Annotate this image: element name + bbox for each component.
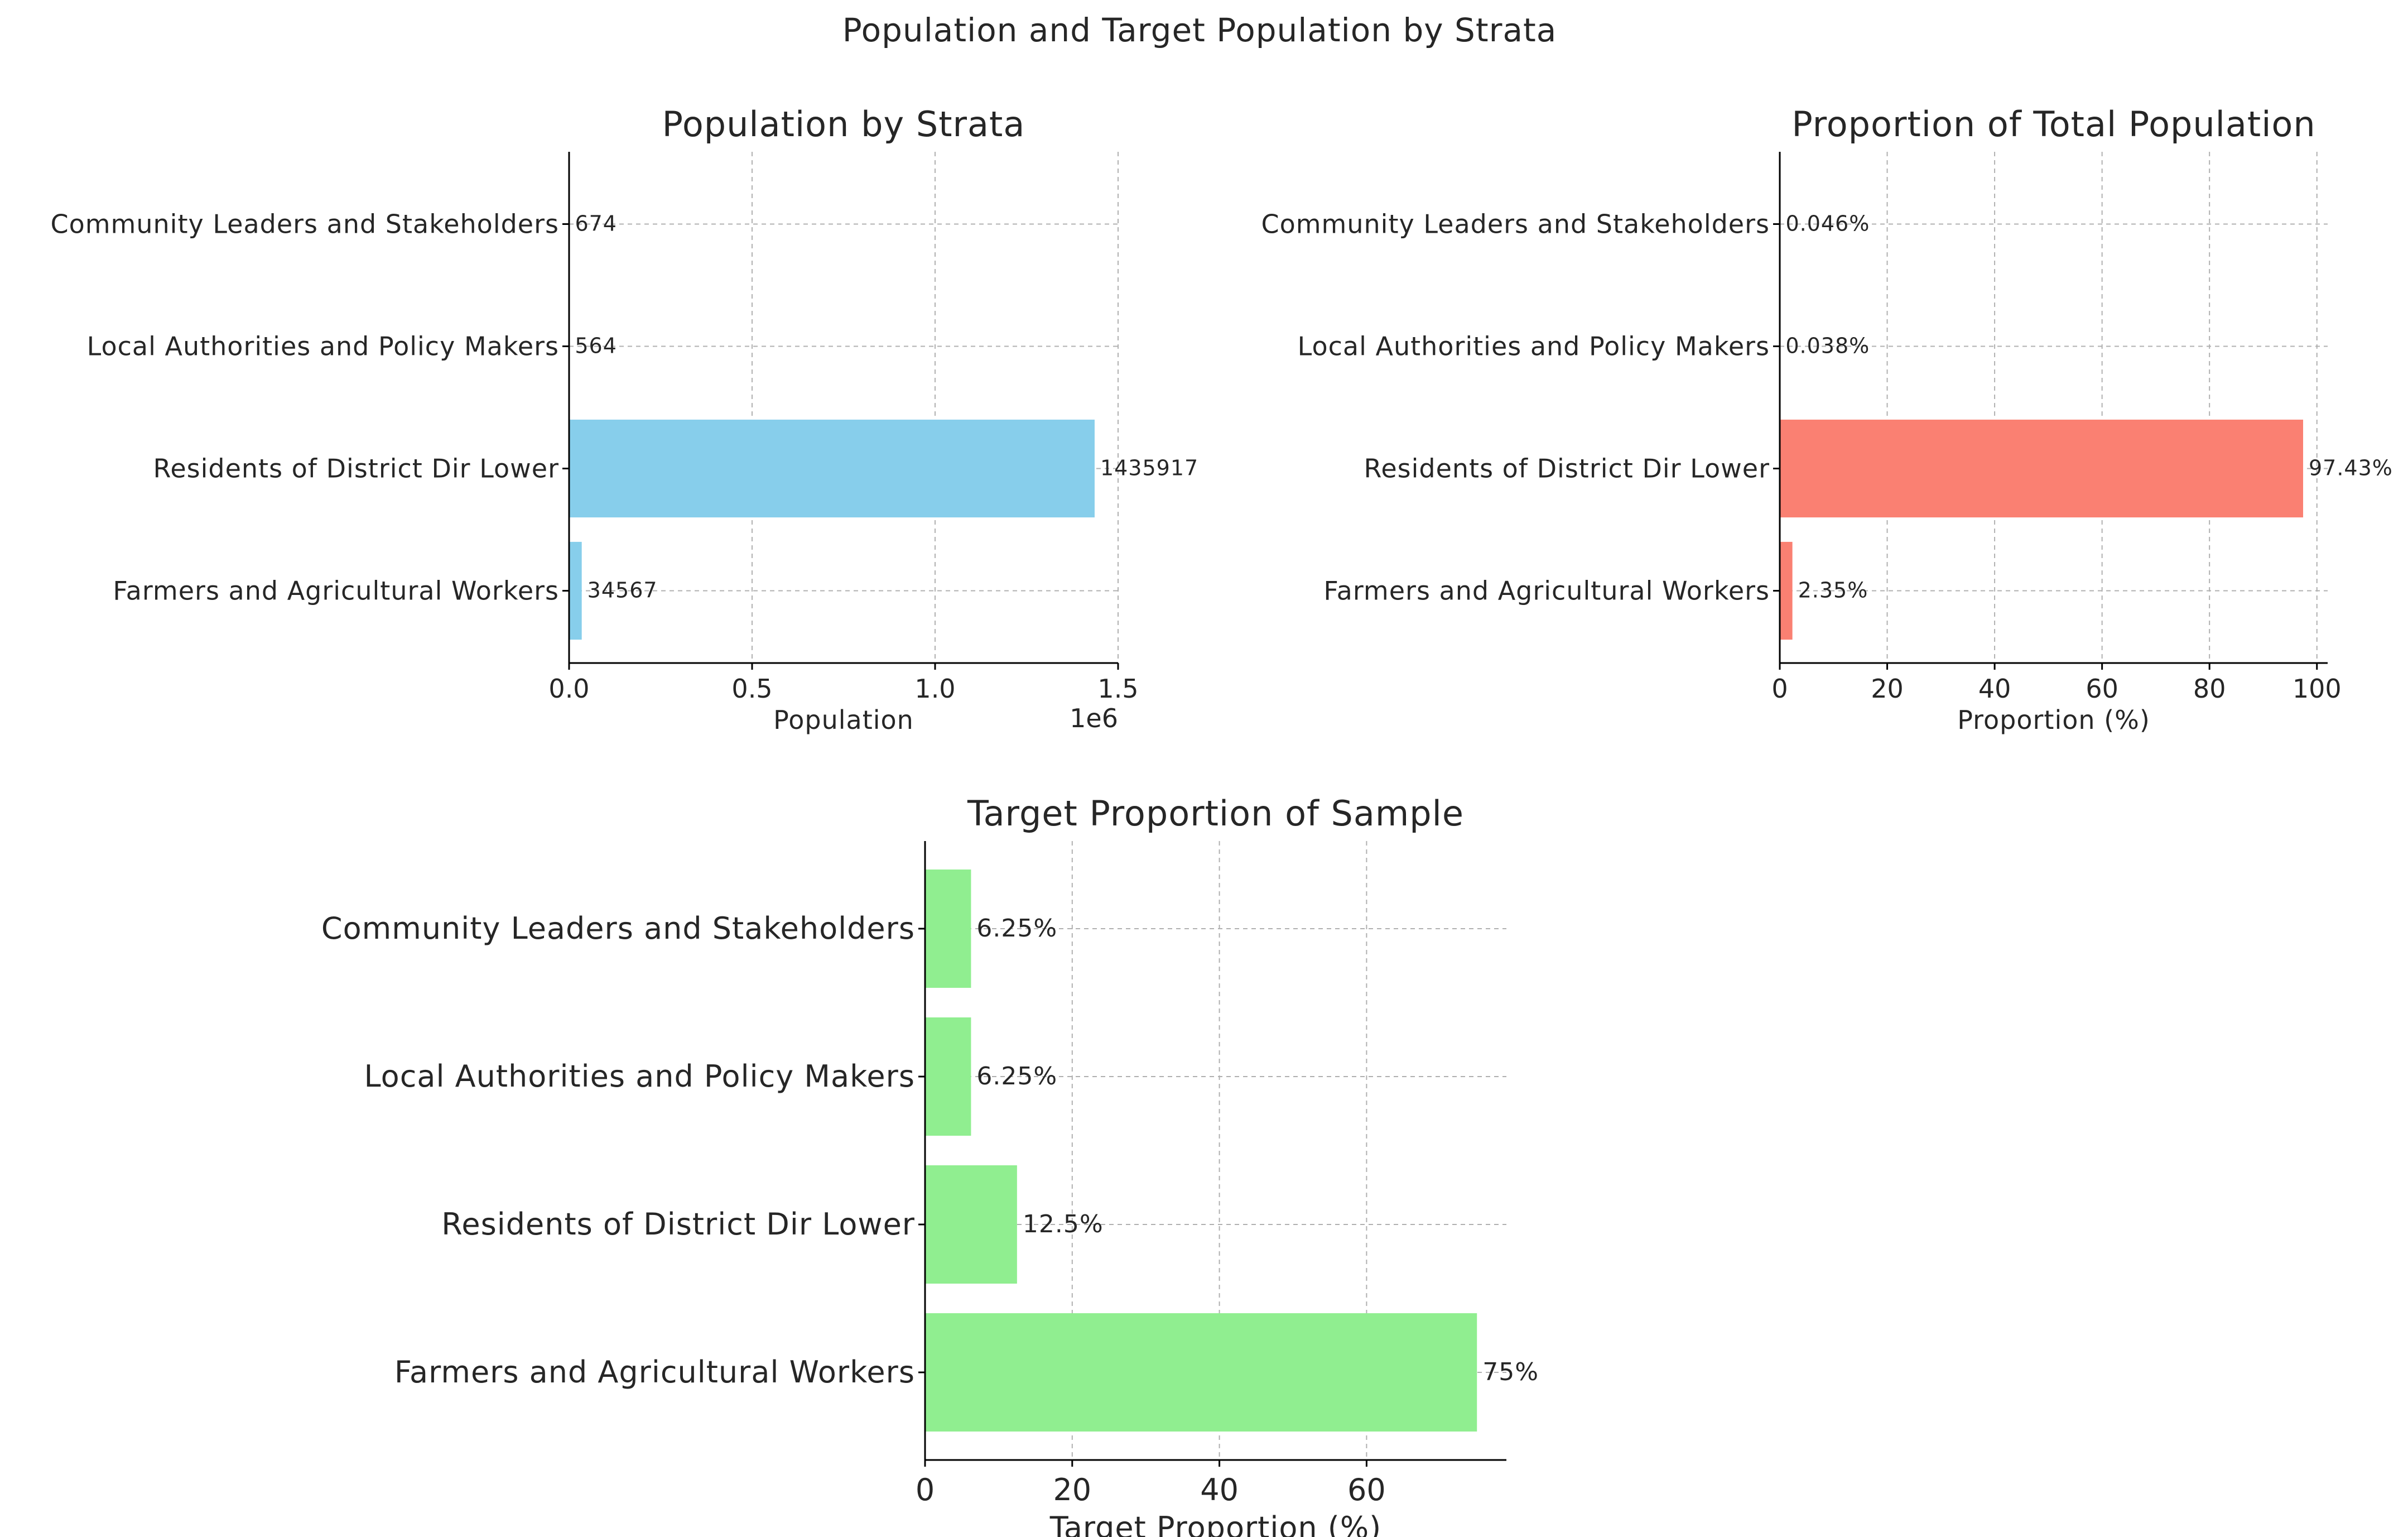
chart-target-proportion-of-sample: Farmers and Agricultural Workers Resident… (321, 793, 1539, 1537)
y-tick-label: Farmers and Agricultural Workers (394, 1355, 915, 1390)
bar-residents-of-district-dir-lower (569, 419, 1095, 518)
y-tick-label: Local Authorities and Policy Makers (87, 332, 559, 362)
x-tick-label: 0.0 (548, 674, 589, 704)
chart-title: Target Proportion of Sample (967, 793, 1464, 834)
x-tick-label: 1.5 (1097, 674, 1138, 704)
data-label: 0.046% (1785, 212, 1870, 236)
x-tick-label: 1.0 (914, 674, 955, 704)
y-tick-label: Local Authorities and Policy Makers (364, 1059, 915, 1094)
figure-suptitle: Population and Target Population by Stra… (842, 11, 1557, 49)
x-tick-label: 40 (1978, 674, 2011, 704)
data-label: 97.43% (2309, 456, 2393, 481)
x-tick-label: 80 (2193, 674, 2226, 704)
x-axis-label: Target Proportion (%) (1049, 1510, 1381, 1537)
x-tick-label: 0 (1771, 674, 1788, 704)
y-tick-label: Community Leaders and Stakeholders (50, 209, 559, 239)
data-label: 1435917 (1100, 456, 1198, 481)
bar-residents-of-district-dir-lower (925, 1165, 1017, 1284)
x-tick-label: 0 (916, 1472, 935, 1507)
bar-community-leaders-and-stakeholders (925, 870, 971, 988)
x-tick-label: 20 (1053, 1472, 1091, 1507)
data-label: 12.5% (1023, 1210, 1104, 1238)
data-label: 34567 (587, 578, 658, 603)
x-tick-label: 60 (2086, 674, 2118, 704)
bar-residents-of-district-dir-lower (1780, 419, 2304, 518)
y-tick-label: Community Leaders and Stakeholders (1261, 209, 1770, 239)
bar-farmers-and-agricultural-workers (569, 541, 582, 640)
x-axis-label: Population (773, 705, 914, 735)
chart-population-by-strata: Farmers and Agricultural Workers Resident… (50, 104, 1198, 735)
y-tick-label: Residents of District Dir Lower (153, 454, 559, 484)
y-tick-label: Residents of District Dir Lower (1364, 454, 1770, 484)
bar-farmers-and-agricultural-workers (1780, 541, 1793, 640)
y-tick-label: Farmers and Agricultural Workers (113, 576, 559, 606)
y-tick-label: Residents of District Dir Lower (441, 1207, 915, 1242)
y-tick-label: Farmers and Agricultural Workers (1323, 576, 1770, 606)
chart-title: Population by Strata (662, 104, 1025, 145)
bar-farmers-and-agricultural-workers (925, 1313, 1477, 1432)
data-label: 674 (575, 212, 617, 236)
data-label: 0.038% (1785, 334, 1870, 358)
x-axis-label: Proportion (%) (1957, 705, 2150, 735)
bar-local-authorities-and-policy-makers (925, 1017, 971, 1136)
x-tick-label: 40 (1200, 1472, 1239, 1507)
data-label: 2.35% (1798, 578, 1868, 603)
chart-proportion-of-total-population: Farmers and Agricultural Workers Resident… (1261, 104, 2392, 735)
x-tick-label: 100 (2293, 674, 2342, 704)
y-tick-label: Local Authorities and Policy Makers (1298, 332, 1770, 362)
x-tick-label: 20 (1871, 674, 1904, 704)
y-tick-label: Community Leaders and Stakeholders (321, 911, 915, 946)
data-label: 6.25% (976, 914, 1057, 943)
x-offset-label: 1e6 (1070, 703, 1118, 733)
data-label: 6.25% (976, 1062, 1057, 1091)
x-tick-label: 60 (1347, 1472, 1386, 1507)
x-tick-label: 0.5 (731, 674, 772, 704)
data-label: 564 (575, 334, 617, 358)
data-label: 75% (1482, 1358, 1539, 1386)
chart-title: Proportion of Total Population (1791, 104, 2315, 145)
